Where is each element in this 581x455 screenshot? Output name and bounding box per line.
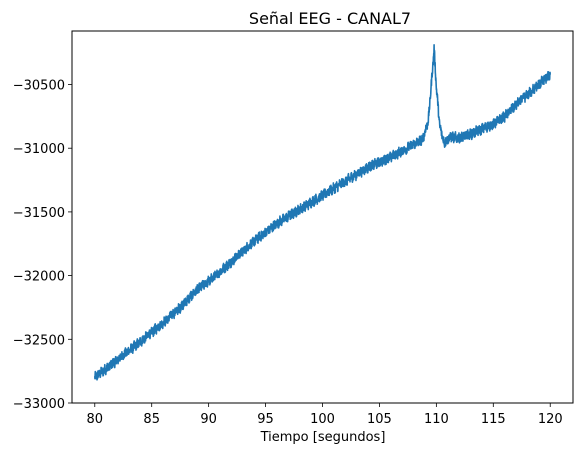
x-tick-label: 95 bbox=[257, 412, 274, 427]
chart-title: Señal EEG - CANAL7 bbox=[249, 9, 411, 28]
plot-area bbox=[71, 30, 574, 404]
x-tick-label: 100 bbox=[310, 412, 335, 427]
x-axis-label: Tiempo [segundos] bbox=[260, 430, 386, 445]
y-tick-label: −30500 bbox=[13, 79, 65, 94]
x-tick-label: 115 bbox=[481, 412, 506, 427]
y-tick-label: −33000 bbox=[13, 397, 65, 412]
y-tick-label: −32500 bbox=[13, 333, 65, 348]
x-tick-label: 90 bbox=[200, 412, 217, 427]
x-tick-label: 85 bbox=[143, 412, 160, 427]
x-axis: 80 85 90 95 100 105 110 115 120 bbox=[86, 403, 563, 427]
series-line-0 bbox=[93, 44, 552, 381]
y-tick-label: −31000 bbox=[13, 142, 65, 157]
x-tick-label: 105 bbox=[367, 412, 392, 427]
x-tick-label: 120 bbox=[538, 412, 563, 427]
x-tick-label: 110 bbox=[424, 412, 449, 427]
x-tick-label: 80 bbox=[86, 412, 103, 427]
y-tick-label: −32000 bbox=[13, 270, 65, 285]
series-layer bbox=[93, 44, 552, 381]
y-tick-label: −31500 bbox=[13, 206, 65, 221]
y-axis: −33000 −32500 −32000 −31500 −31000 −30500 bbox=[13, 79, 72, 412]
